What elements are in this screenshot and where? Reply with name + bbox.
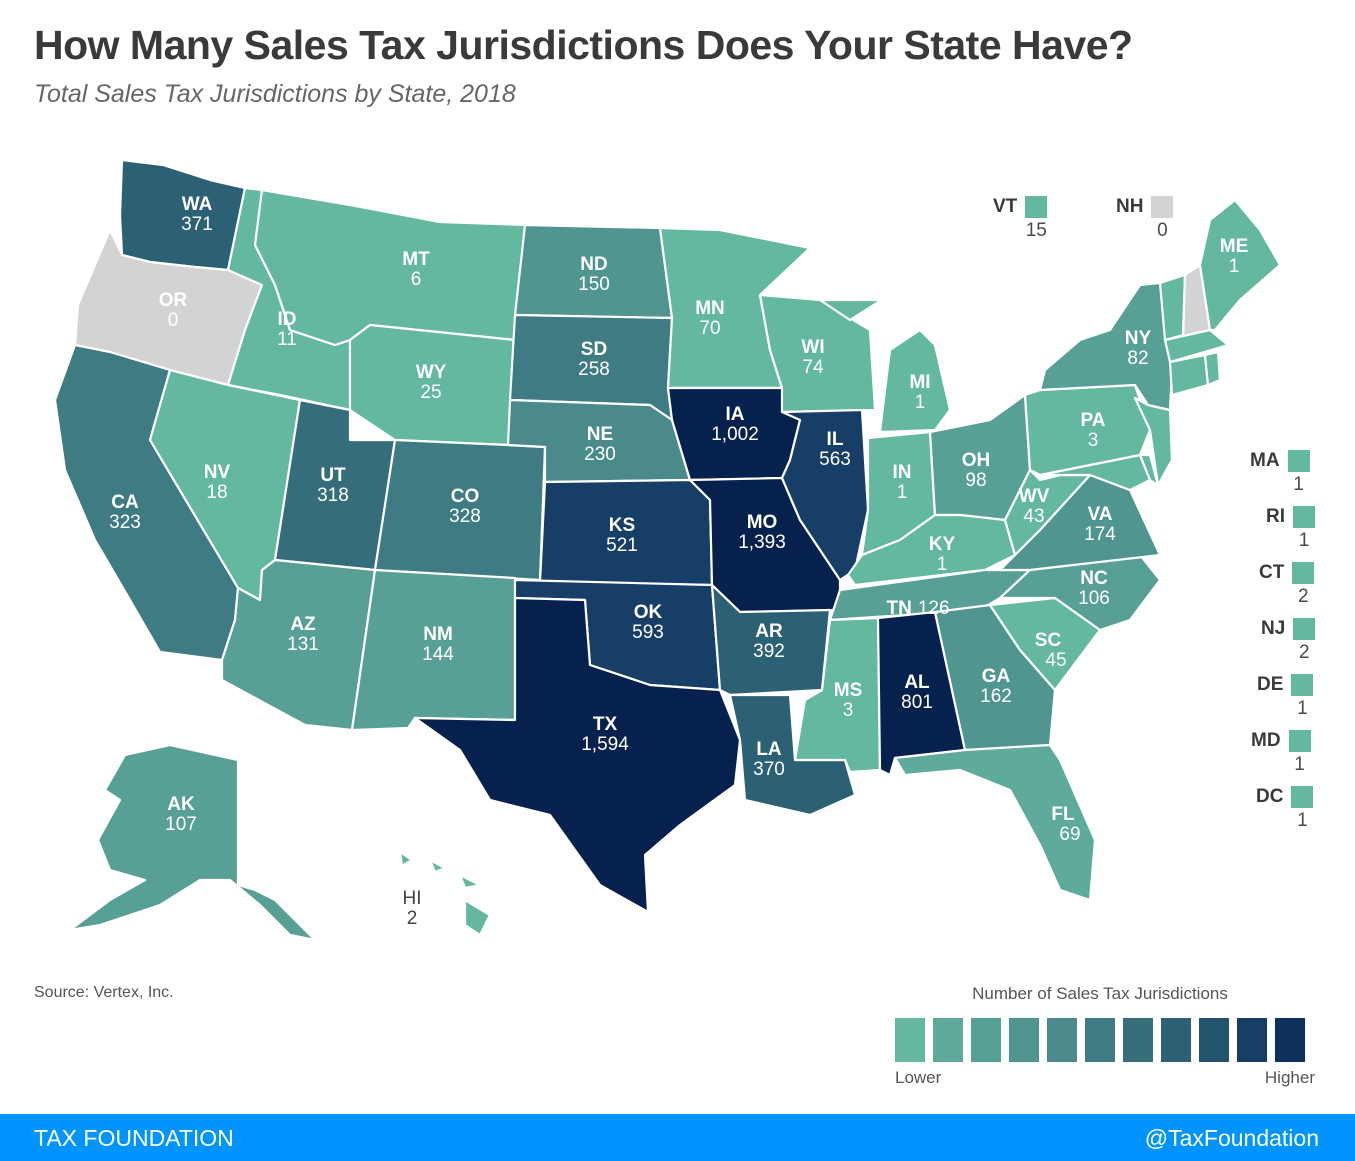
legend-bin (1199, 1018, 1229, 1062)
map-labels: WA 371 OR 0 CA 323 ID 11 NV 18 MT 6 WY 25 UT 318… (109, 194, 1248, 845)
callout-ct: CT 2 (1259, 562, 1315, 608)
swatch (1291, 674, 1314, 696)
svg-text:MT6: MT 6 (402, 249, 430, 290)
callout-nj: NJ 2 (1261, 618, 1316, 664)
legend-low-label: Lower (895, 1068, 942, 1087)
social-handle[interactable]: @TaxFoundation (1144, 1125, 1319, 1151)
state-CT[interactable] (1168, 353, 1210, 397)
svg-text:ME1: ME 1 (1220, 236, 1249, 277)
swatch (1288, 730, 1311, 752)
svg-text:TX1,594: TX 1,594 (581, 714, 629, 755)
callout-vt: VT 15 (993, 196, 1048, 241)
state-TX[interactable] (413, 596, 742, 914)
state-ME[interactable] (1198, 198, 1282, 332)
callout-de: DE 1 (1257, 674, 1314, 720)
color-legend: Number of Sales Tax Jurisdictions Lower … (895, 984, 1315, 1088)
legend-bins (895, 1018, 1315, 1062)
swatch (1151, 196, 1174, 218)
source-note: Source: Vertex, Inc. (34, 984, 174, 1001)
svg-text:IA1,002: IA 1,002 (711, 404, 759, 445)
state-HI[interactable] (398, 850, 492, 937)
callout-ma: MA 1 (1250, 450, 1310, 496)
callout-md: MD 1 (1251, 730, 1311, 776)
legend-bin (971, 1018, 1001, 1062)
legend-bin (933, 1018, 963, 1062)
swatch (1293, 618, 1316, 640)
state-MA[interactable] (1163, 328, 1230, 364)
swatch (1025, 196, 1048, 218)
state-IL[interactable] (780, 408, 870, 582)
page-title: How Many Sales Tax Jurisdictions Does Yo… (34, 22, 1133, 68)
legend-bin (1085, 1018, 1115, 1062)
state-SC[interactable] (988, 596, 1102, 692)
svg-text:PA3: PA 3 (1081, 410, 1106, 451)
state-LA[interactable] (728, 693, 857, 817)
legend-title: Number of Sales Tax Jurisdictions (972, 984, 1228, 1003)
swatch (1292, 562, 1315, 584)
legend-bin (1161, 1018, 1191, 1062)
legend-bin (1009, 1018, 1039, 1062)
legend-bin (1123, 1018, 1153, 1062)
legend-bin (1275, 1018, 1305, 1062)
state-VT[interactable] (1158, 273, 1187, 342)
state-MI[interactable] (818, 283, 952, 434)
page-subtitle: Total Sales Tax Jurisdictions by State, … (34, 80, 516, 108)
hi-label: HI 2 (403, 888, 422, 929)
us-map: WA 371 OR 0 CA 323 ID 11 NV 18 MT 6 WY 25 UT 318… (53, 158, 1282, 942)
callout-nh: NH 0 (1116, 196, 1174, 242)
svg-text:MO1,393: MO 1,393 (738, 512, 786, 553)
svg-text:MI1: MI 1 (909, 372, 930, 413)
footer-bar: TAX FOUNDATION @TaxFoundation (0, 1114, 1355, 1161)
svg-text:MS3: MS 3 (834, 680, 863, 721)
swatch (1293, 506, 1315, 528)
brand-name: TAX FOUNDATION (34, 1125, 234, 1151)
svg-text:KY1: KY 1 (929, 534, 956, 575)
state-FL[interactable] (893, 743, 1097, 902)
svg-text:OR0: OR 0 (159, 290, 188, 331)
legend-bin (895, 1018, 925, 1062)
legend-bin (1237, 1018, 1267, 1062)
callout-ri: RI 1 (1266, 506, 1315, 552)
swatch (1291, 786, 1314, 808)
legend-high-label: Higher (1264, 1068, 1315, 1087)
state-RI[interactable] (1203, 350, 1222, 387)
legend-bin (1047, 1018, 1077, 1062)
svg-text:IN1: IN 1 (893, 462, 912, 503)
swatch (1287, 450, 1310, 472)
callout-dc: DC 1 (1256, 786, 1314, 832)
state-AK[interactable] (68, 743, 317, 942)
